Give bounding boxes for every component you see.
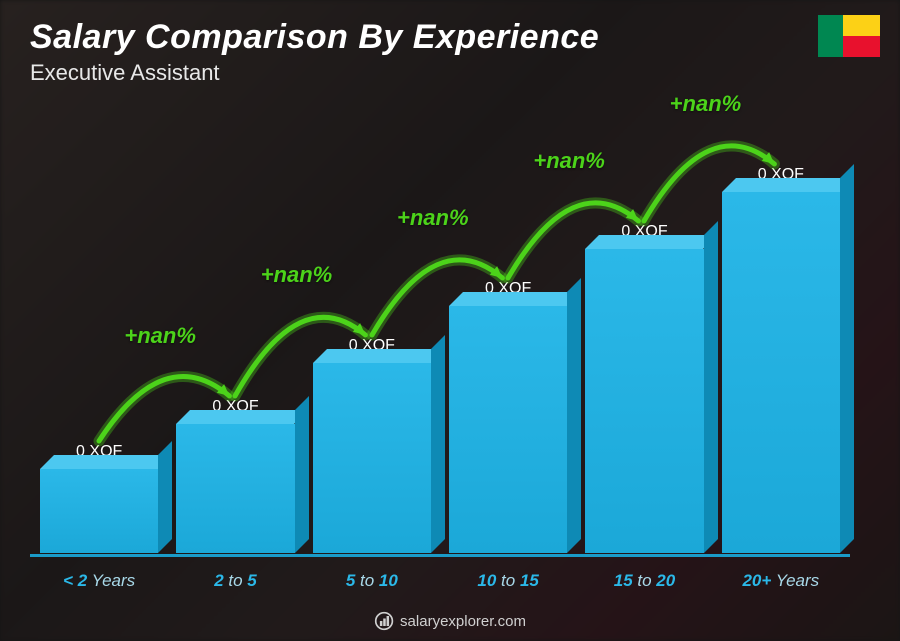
footer: salaryexplorer.com <box>374 611 526 631</box>
bar-0: 0 XOF <box>40 443 158 553</box>
bar-4: 0 XOF <box>585 223 703 553</box>
x-labels: < 2 Years 2 to 5 5 to 10 10 to 15 15 to 20 20… <box>30 571 850 591</box>
bar-3d <box>313 363 431 553</box>
bar-3d <box>176 424 294 553</box>
bar-side-face <box>158 441 172 553</box>
bar-3: 0 XOF <box>449 280 567 553</box>
chart-subtitle: Executive Assistant <box>30 60 220 86</box>
flag-yellow-stripe <box>843 15 880 36</box>
bar-2: 0 XOF <box>313 337 431 553</box>
bar-3d <box>722 192 840 553</box>
chart-area: 0 XOF0 XOF0 XOF0 XOF0 XOF0 XOF < 2 Years… <box>30 100 850 591</box>
bar-front-face <box>585 249 703 553</box>
pct-label-2: +nan% <box>397 205 469 231</box>
bar-top-face <box>176 410 308 424</box>
bar-side-face <box>840 164 854 553</box>
bar-front-face <box>449 306 567 553</box>
content: Salary Comparison By Experience Executiv… <box>0 0 900 641</box>
flag-red-stripe <box>843 36 880 57</box>
chart-title: Salary Comparison By Experience <box>30 18 599 57</box>
bar-side-face <box>704 221 718 553</box>
bar-top-face <box>722 178 854 192</box>
bar-side-face <box>431 335 445 553</box>
bar-front-face <box>176 424 294 553</box>
benin-flag-icon <box>818 15 880 57</box>
bar-side-face <box>567 278 581 553</box>
bar-3d <box>449 306 567 553</box>
pct-label-1: +nan% <box>261 262 333 288</box>
bar-front-face <box>722 192 840 553</box>
bar-3d <box>585 249 703 553</box>
bar-3d <box>40 469 158 553</box>
x-label-4: 15 to 20 <box>585 571 703 591</box>
bar-top-face <box>313 349 445 363</box>
footer-text: salaryexplorer.com <box>400 613 526 630</box>
flag-green-stripe <box>818 15 843 57</box>
x-label-3: 10 to 15 <box>449 571 567 591</box>
pct-label-3: +nan% <box>533 148 605 174</box>
x-label-2: 5 to 10 <box>313 571 431 591</box>
bar-1: 0 XOF <box>176 398 294 553</box>
bar-top-face <box>585 235 717 249</box>
pct-label-0: +nan% <box>124 323 196 349</box>
bar-front-face <box>40 469 158 553</box>
x-axis-baseline <box>30 554 850 557</box>
bar-side-face <box>295 396 309 553</box>
bar-front-face <box>313 363 431 553</box>
flag-right <box>843 15 880 57</box>
x-label-5: 20+ Years <box>722 571 840 591</box>
pct-label-4: +nan% <box>670 91 742 117</box>
footer-logo-icon <box>374 611 394 631</box>
bar-5: 0 XOF <box>722 166 840 553</box>
bar-top-face <box>40 455 172 469</box>
x-label-1: 2 to 5 <box>176 571 294 591</box>
x-label-0: < 2 Years <box>40 571 158 591</box>
bar-top-face <box>449 292 581 306</box>
